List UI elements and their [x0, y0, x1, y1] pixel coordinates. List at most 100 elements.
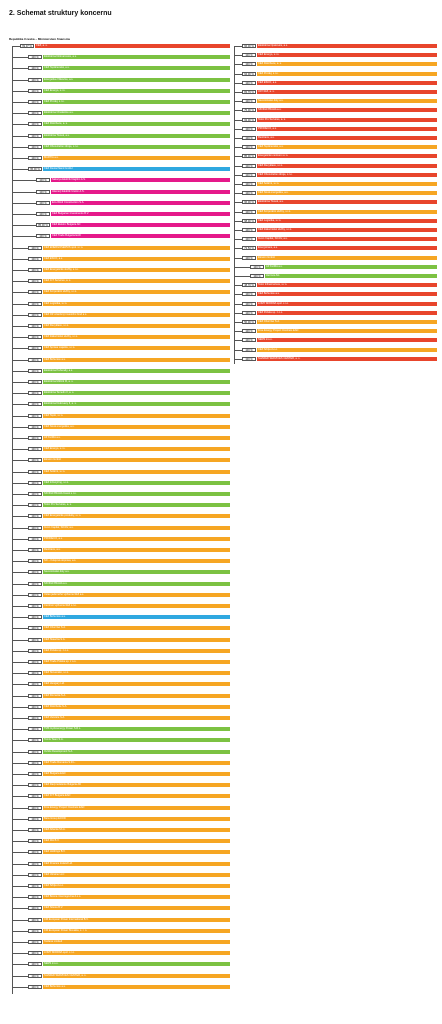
ownership-percentage: 100 % [28, 872, 42, 877]
connector-line [12, 718, 30, 719]
ownership-percentage: 83,79 % [242, 90, 256, 94]
ownership-percentage: 100 % [242, 356, 256, 361]
connector-line [12, 964, 30, 965]
org-node: 100 % CEZ Razpredelenie Bulgaria AD [10, 783, 230, 788]
company-name-bar: CEZ Holdings B.V. [43, 850, 230, 855]
ownership-percentage: 100 % [36, 178, 50, 183]
connector-line [234, 211, 244, 213]
connector-line [234, 230, 244, 231]
ownership-percentage: 100 % [250, 274, 264, 278]
ownership-percentage: 100 % [36, 200, 50, 205]
org-node: 85,00 % CEZ Elektro Bulgaria AD [10, 223, 230, 228]
org-node: 100 % CEZ Polska sp. z o.o. [10, 648, 230, 653]
company-name-bar: CEZ Finance Ireland Ltd. [43, 861, 230, 866]
connector-line [12, 382, 30, 383]
tree-trunk-line [12, 46, 13, 994]
ownership-percentage: 93,00 % [242, 117, 256, 122]
company-name-bar: Tomis Team S.A. [43, 738, 230, 743]
company-name-bar: Telco Infrastructure, s.r.o. [257, 283, 437, 288]
company-name-bar: TMK Hydroenergy Power S.R.L. [43, 727, 230, 732]
company-name-bar: Telco Pro Services, a. s. [257, 117, 437, 122]
ownership-percentage: 100 % [242, 301, 256, 306]
connector-line [234, 239, 244, 240]
ownership-percentage: 100 % [28, 301, 42, 306]
org-node: 100 % ČEZ ESCO, a.s. [232, 80, 437, 85]
ownership-percentage: 100 % [28, 559, 42, 564]
org-node: 100 % ČEZ Recyklace, s.r.o. [10, 324, 230, 328]
org-node: 100 % Elektrárna Tisová, a.s. [10, 133, 230, 138]
connector-line [12, 202, 38, 204]
company-name-bar: CEZ Polska sp. z o.o. [43, 648, 230, 653]
connector-line [12, 650, 30, 652]
org-node: 100 % CEZ Vanzare S.A. [10, 716, 230, 720]
company-name-bar: ČEZ Recyklace, s.r.o. [43, 324, 230, 328]
company-name-bar: ČEZ OZ uzavřený investiční fond a.s. [43, 312, 230, 317]
org-node: 100 % CEZ Slovensko, s.r.o. [10, 671, 230, 676]
org-node: 100 % ČEZ Energetické produkty, s.r.o. [10, 514, 230, 519]
company-name-bar: Ústav jaderného výzkumu Řež a.s. [43, 592, 230, 597]
ownership-percentage: 100 % [28, 682, 42, 687]
ownership-percentage: 100 % [28, 380, 42, 384]
org-node: 100 % ŠKODA PRAHA a.s. [10, 581, 230, 586]
org-node: 69,37 % ČEZ, a. s. [10, 44, 230, 48]
ownership-percentage: 100 % [28, 984, 42, 989]
company-name-bar: ČEZ Prodej, s.r.o. [257, 71, 437, 76]
company-name-bar: CEZ Energo, s.r.o. [43, 88, 230, 93]
org-node: 100 % Severočeské doly a.s. [232, 99, 437, 104]
company-name-bar: CEZ Trade Bulgaria EAD [51, 234, 230, 239]
org-node: 100 % ČEZ OZ uzavřený investiční fond a.s… [10, 312, 230, 317]
connector-line [234, 303, 244, 305]
connector-line [12, 370, 30, 372]
company-name-bar: ČEZ Nová energetika, a.s. [43, 424, 230, 429]
connector-line [234, 349, 244, 351]
ownership-percentage: 100 % [28, 413, 42, 418]
company-name-bar: ČEZ Obnovitelné zdroje, s.r.o. [43, 144, 230, 149]
connector-line [12, 975, 30, 977]
connector-line [234, 55, 244, 56]
connector-line [12, 236, 38, 237]
company-name-bar: CEZ Razpredelenie Bulgaria AD [43, 783, 230, 788]
connector-line [234, 174, 244, 176]
company-name-bar: ŠKODA PRAHA a.s. [43, 581, 230, 586]
connector-line [12, 281, 30, 282]
connector-line [12, 583, 30, 585]
org-node: 100 % CEZ Energo, s.r.o. [10, 88, 230, 93]
org-node: 100 % CEZ Trade Polska sp. z o.o. [10, 660, 230, 664]
ownership-percentage: 100 % [28, 480, 42, 485]
ownership-percentage: 100 % [28, 55, 42, 60]
org-node: 100 % CEZ Silesia B.V. [10, 906, 230, 911]
ownership-percentage: 100 % [28, 424, 42, 429]
company-name-bar: ČEZ Recyklace, s.r.o. [257, 163, 437, 168]
company-name-bar: ÚJV Řež, a. s. [257, 90, 437, 94]
ownership-percentage: 100 % [242, 310, 256, 315]
company-name-bar: Ovidiu Development S.A. [43, 749, 230, 754]
company-name-bar: ČEZ Prodej, s.r.o. [43, 100, 230, 104]
org-node: 100 % Inven Capital, SICAV, a.s. [10, 525, 230, 530]
ownership-percentage: 98,00 % [242, 218, 256, 223]
company-name-bar: CEZ Distributie S.A. [43, 704, 230, 709]
company-name-bar: ČEZ Teplo, s.r.o. [43, 413, 230, 418]
ownership-percentage: 100 % [28, 402, 42, 407]
connector-line [12, 90, 30, 92]
org-node: 100 % CEZ Srbija d.o.o. [10, 884, 230, 888]
org-node: 100 % CM European Power Slovakia, s. r. o… [10, 928, 230, 933]
company-name-bar: CEZ Skawina S.A. [43, 637, 230, 642]
org-node: 100 % CEZ Chorzów S.A. [10, 626, 230, 631]
company-name-bar: ČEZ Logistika, s.r.o. [257, 218, 437, 223]
company-name-bar: ČEZ Korporátní služby, s.r.o. [43, 290, 230, 295]
org-node: 100 % Tomis Team S.A. [10, 738, 230, 743]
company-name-bar: Inven Capital, SICAV, a.s. [43, 525, 230, 530]
org-node: 100 % CEZ Trade Bulgaria EAD [10, 234, 230, 239]
company-name-bar: ČEZ Energo, s.r.o. [257, 53, 437, 58]
ownership-percentage: 100 % [28, 324, 42, 328]
connector-line [12, 673, 30, 674]
connector-line [12, 146, 30, 148]
connector-line [12, 986, 30, 988]
org-node: 100 % CEZ Romania S.A. [10, 693, 230, 698]
company-name-bar: CEZ Bulgaria EAD [43, 772, 230, 776]
company-name-bar: Energetické centrum s.r.o. [257, 154, 437, 159]
company-name-bar: Eco-Wind Construction S.A. [51, 200, 230, 205]
connector-line [234, 312, 244, 314]
org-node: 100 % Telco Pro Services, a. s. [10, 503, 230, 508]
company-name-bar: CEZ Trade Polska sp. z o.o. [43, 660, 230, 664]
